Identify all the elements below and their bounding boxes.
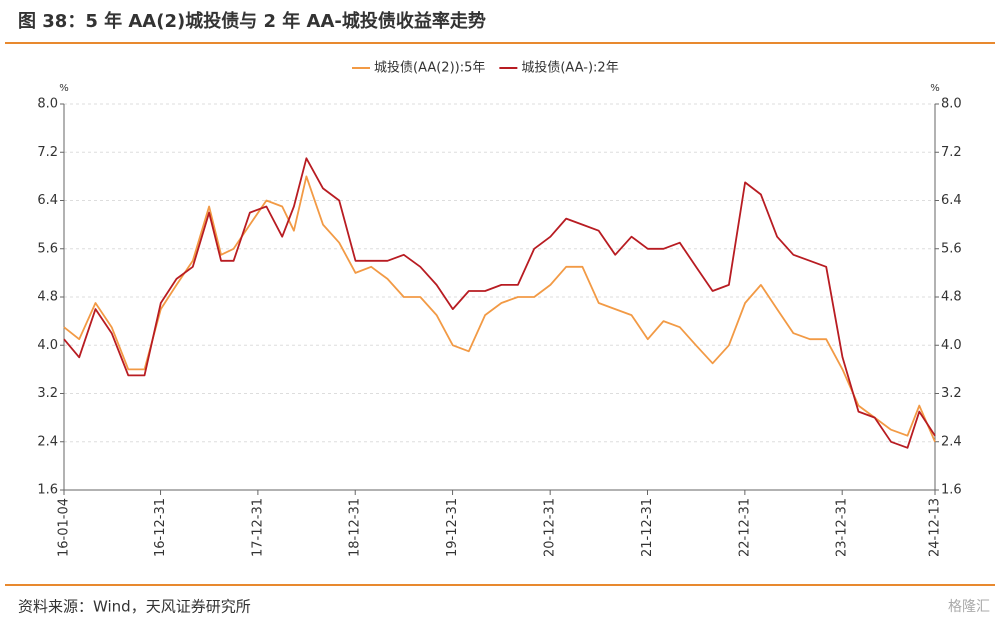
legend-label: 城投债(AA-):2年	[521, 60, 618, 76]
x-tick-label: 24-12-13	[928, 498, 943, 557]
y2-axis-unit: %	[930, 83, 940, 94]
x-tick-label: 19-12-31	[445, 498, 460, 557]
x-tick-label: 16-01-04	[57, 498, 72, 557]
y-tick-label: 7.2	[37, 145, 58, 160]
y-tick-label: 4.0	[37, 338, 58, 353]
y2-tick-label: 6.4	[941, 193, 962, 208]
x-tick-label: 20-12-31	[543, 498, 558, 557]
chart-title: 图 38：5 年 AA(2)城投债与 2 年 AA-城投债收益率走势	[18, 10, 486, 32]
y-tick-label: 5.6	[37, 241, 58, 256]
legend-label: 城投债(AA(2)):5年	[374, 60, 485, 76]
y-tick-label: 4.8	[37, 290, 58, 305]
y-tick-label: 3.2	[37, 386, 58, 401]
y-axis-unit: %	[59, 83, 69, 94]
y2-tick-label: 7.2	[941, 145, 962, 160]
y2-tick-label: 8.0	[941, 97, 962, 112]
x-tick-label: 21-12-31	[640, 498, 655, 557]
y2-tick-label: 3.2	[941, 386, 962, 401]
y2-tick-label: 4.0	[941, 338, 962, 353]
y-tick-label: 1.6	[37, 483, 58, 498]
y2-tick-label: 1.6	[941, 483, 962, 498]
x-tick-label: 23-12-31	[835, 498, 850, 557]
x-tick-label: 22-12-31	[737, 498, 752, 557]
series-line	[63, 175, 936, 443]
y2-tick-label: 4.8	[941, 290, 962, 305]
source-note: 资料来源：Wind，天风证券研究所	[18, 598, 251, 616]
y2-tick-label: 2.4	[941, 434, 962, 449]
watermark: 格隆汇	[948, 599, 990, 615]
y-tick-label: 6.4	[37, 193, 58, 208]
y2-tick-label: 5.6	[941, 241, 962, 256]
x-tick-label: 16-12-31	[153, 498, 168, 557]
x-tick-label: 17-12-31	[250, 498, 265, 557]
y-tick-label: 8.0	[37, 97, 58, 112]
series-line	[63, 157, 936, 449]
x-tick-label: 18-12-31	[348, 498, 363, 557]
y-tick-label: 2.4	[37, 434, 58, 449]
